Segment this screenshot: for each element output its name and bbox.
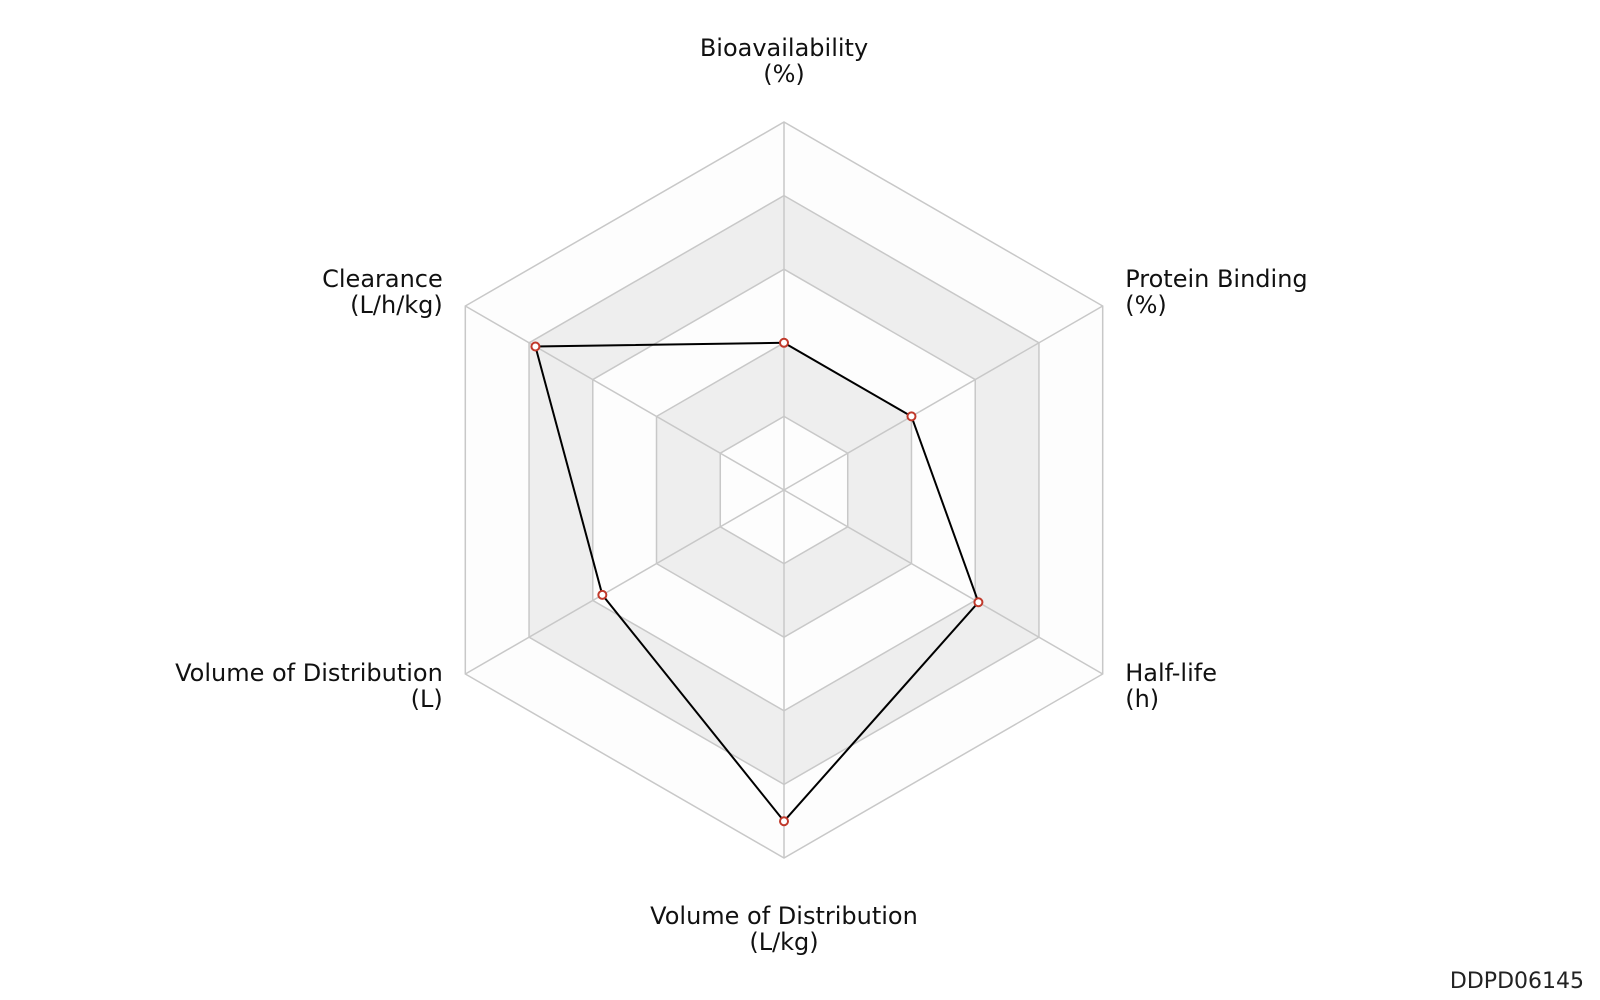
axis-label-name-4: Volume of Distribution [175, 659, 443, 687]
data-point-4 [597, 589, 608, 600]
axis-label-3: Volume of Distribution (L/kg) [650, 902, 918, 956]
axis-label-name-0: Bioavailability [700, 34, 868, 62]
axis-label-name-2: Half-life [1125, 659, 1217, 687]
axis-label-name-3: Volume of Distribution [650, 902, 918, 930]
axis-label-unit-2: (h) [1125, 685, 1159, 713]
axis-label-unit-4: (L) [411, 685, 443, 713]
axis-label-name-1: Protein Binding [1125, 265, 1307, 293]
radar-spokes [464, 122, 1104, 858]
watermark-id: DDPD06145 [1449, 969, 1584, 994]
data-point-3 [779, 816, 789, 827]
spoke-5 [464, 305, 785, 491]
spoke-4 [464, 489, 785, 675]
axis-label-1: Protein Binding (%) [1125, 265, 1307, 319]
data-point-1 [906, 411, 917, 422]
axis-label-0: Bioavailability (%) [700, 34, 868, 88]
axis-label-unit-1: (%) [1125, 291, 1167, 319]
series-layer [530, 337, 984, 827]
data-point-2 [973, 597, 984, 608]
axis-labels: Bioavailability (%)Protein Binding (%)Half… [175, 34, 1308, 956]
data-point-5 [530, 341, 541, 352]
spoke-2 [783, 489, 1104, 675]
data-point-0 [779, 337, 789, 348]
axis-label-5: Clearance (L/h/kg) [322, 265, 443, 319]
spoke-1 [783, 305, 1104, 491]
axis-label-name-5: Clearance [322, 265, 443, 293]
axis-label-unit-5: (L/h/kg) [350, 291, 443, 319]
axis-label-unit-0: (%) [763, 60, 805, 88]
axis-label-unit-3: (L/kg) [749, 928, 818, 956]
axis-label-4: Volume of Distribution (L) [175, 659, 443, 713]
axis-label-2: Half-life (h) [1125, 659, 1217, 713]
